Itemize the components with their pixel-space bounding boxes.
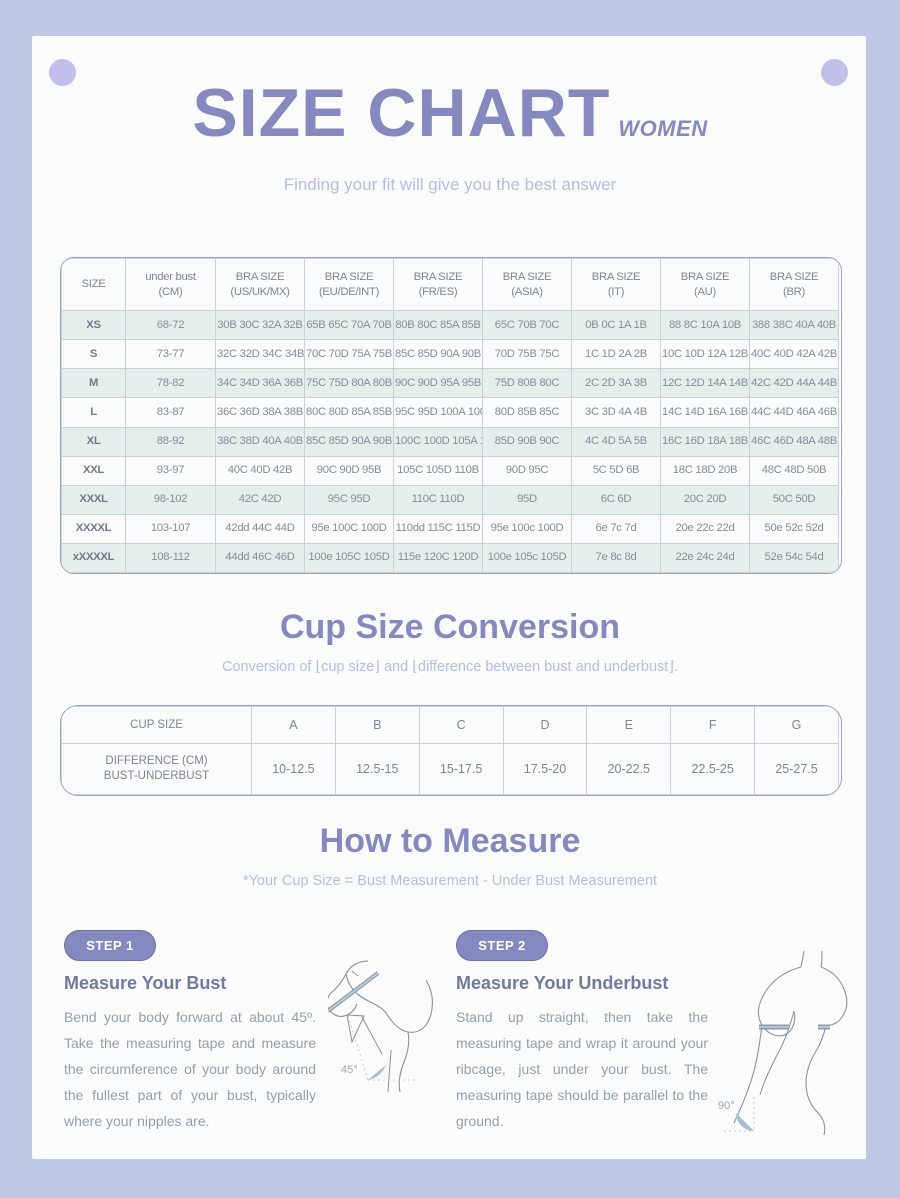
- svg-text:90°: 90°: [718, 1100, 735, 1112]
- svg-text:45°: 45°: [341, 1064, 358, 1076]
